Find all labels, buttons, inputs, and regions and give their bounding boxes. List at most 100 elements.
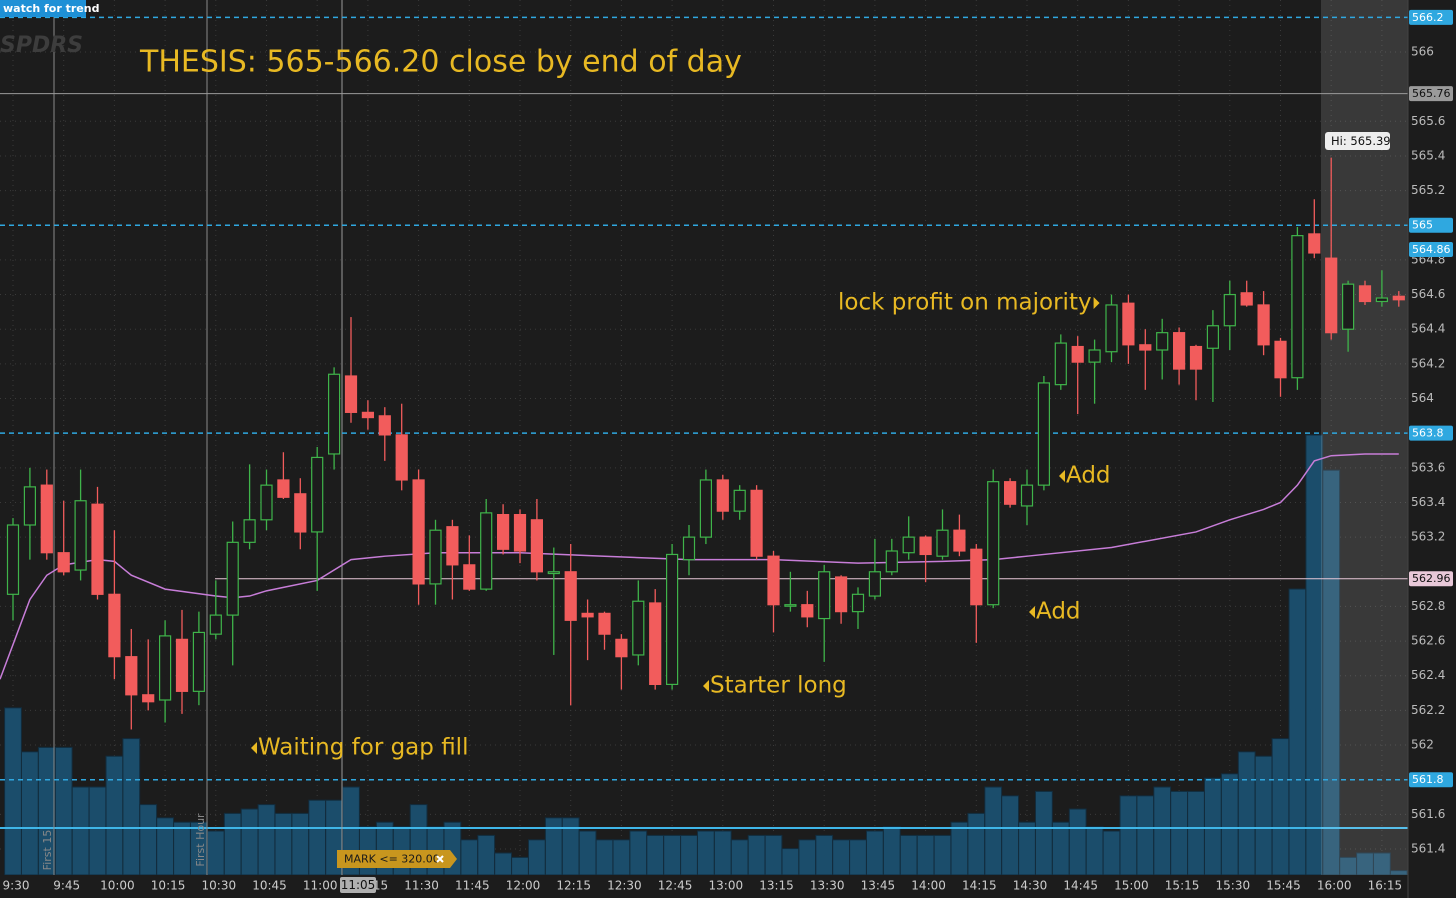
volume-bar [899,834,918,876]
x-tick-label: 12:45 [658,879,693,893]
volume-bar [815,834,834,876]
x-tick-label: 13:30 [810,879,845,893]
y-tick-label: 564.2 [1411,356,1445,370]
volume-bar [1204,777,1222,876]
volume-bar [1271,738,1290,876]
candle-body [530,519,544,573]
x-tick-label: 15:15 [1165,879,1200,893]
annotation: THESIS: 565-566.20 close by end of day [139,45,742,80]
candle-body [547,571,560,575]
volume-bar [882,826,901,876]
annotation: Add [1036,599,1081,625]
candle-body [1088,349,1101,363]
candle-body [953,529,966,552]
volume-bar [629,830,648,876]
volume-bar [139,804,158,876]
y-tick-label: 563.2 [1411,530,1445,544]
candle-body [818,571,831,620]
volume-bar [1085,826,1104,876]
after-hours-shade [1321,0,1408,875]
volume-bar [916,834,935,876]
watermark: SPDRS [0,33,83,58]
volume-bar [156,817,174,876]
annotation-pointer [1029,606,1035,618]
study-label: First 15 [41,830,54,871]
candle-body [328,373,341,455]
study-label: First Hour [194,813,207,867]
volume-bar [578,830,597,876]
candle-body [733,489,746,512]
level-label: 565.76 [1412,87,1451,100]
candle-body [834,576,848,613]
volume-bar [223,812,242,876]
volume-bar [1136,795,1155,876]
y-tick-label: 564.4 [1411,322,1445,336]
x-tick-label: 14:45 [1063,879,1098,893]
volume-bar [308,799,327,876]
candle-body [750,489,763,557]
candle-body [108,593,121,658]
candle-body [361,411,374,419]
volume-bar [477,834,496,876]
volume-bar [1305,434,1324,876]
candle-body [1139,344,1152,351]
candle-body [57,552,70,573]
volume-bar [1288,588,1307,876]
candle-body [581,612,594,618]
tab-box [0,0,86,17]
x-tick-label: 14:30 [1013,879,1048,893]
order-tag [337,850,457,868]
candle-body [23,486,36,526]
volume-bar [274,812,293,876]
y-tick-label: 563.4 [1411,495,1445,509]
candle-body [649,602,662,686]
candle-body [1020,484,1034,507]
x-tick-label: 11:45 [455,879,490,893]
level-label-box [1409,425,1453,441]
candle-body [632,600,645,656]
volume-bar [544,817,563,876]
volume-bar [713,830,732,876]
candle-body [446,526,459,566]
volume-bar [849,839,867,876]
volume-bar [612,839,631,876]
candle-body [294,493,307,533]
volume-bar [950,821,969,876]
candle-body [1358,285,1372,303]
candle-body [1223,293,1236,327]
candle-body [1003,481,1017,505]
candle-body [1341,283,1355,330]
volume-bar [122,738,141,876]
x-tick-label: 10:00 [100,879,135,893]
candle-body [936,529,949,557]
candle-body [919,536,932,556]
volume-bar [1102,830,1121,876]
level-label-box [1409,86,1453,102]
candle-body [1206,325,1220,349]
volume-bar [1220,773,1239,876]
x-tick-label: 15:00 [1114,879,1149,893]
level-label-box [1409,9,1453,25]
annotation: Starter long [710,673,847,699]
candle-body [716,479,729,512]
volume-bar [984,786,1003,876]
candle-body [1375,297,1389,303]
volume-bar [561,817,580,876]
order-tag-label: MARK <= 320.00 [344,853,440,866]
hi-label-box [1325,132,1390,150]
y-tick-label: 565.6 [1411,114,1445,128]
candle-body [344,375,358,413]
candle-body [767,555,780,606]
volume-bar [730,839,749,876]
x-tick-label: 12:00 [506,879,541,893]
volume-bar [528,839,546,876]
volume-bar [781,848,800,876]
volume-bar [1051,821,1070,876]
level-label-box [1409,571,1453,587]
y-tick-label: 565.2 [1411,183,1445,197]
x-tick-label: 15:45 [1266,879,1301,893]
level-label: 561.8 [1412,773,1444,786]
candle-body [91,503,104,595]
annotation-pointer [251,742,257,754]
